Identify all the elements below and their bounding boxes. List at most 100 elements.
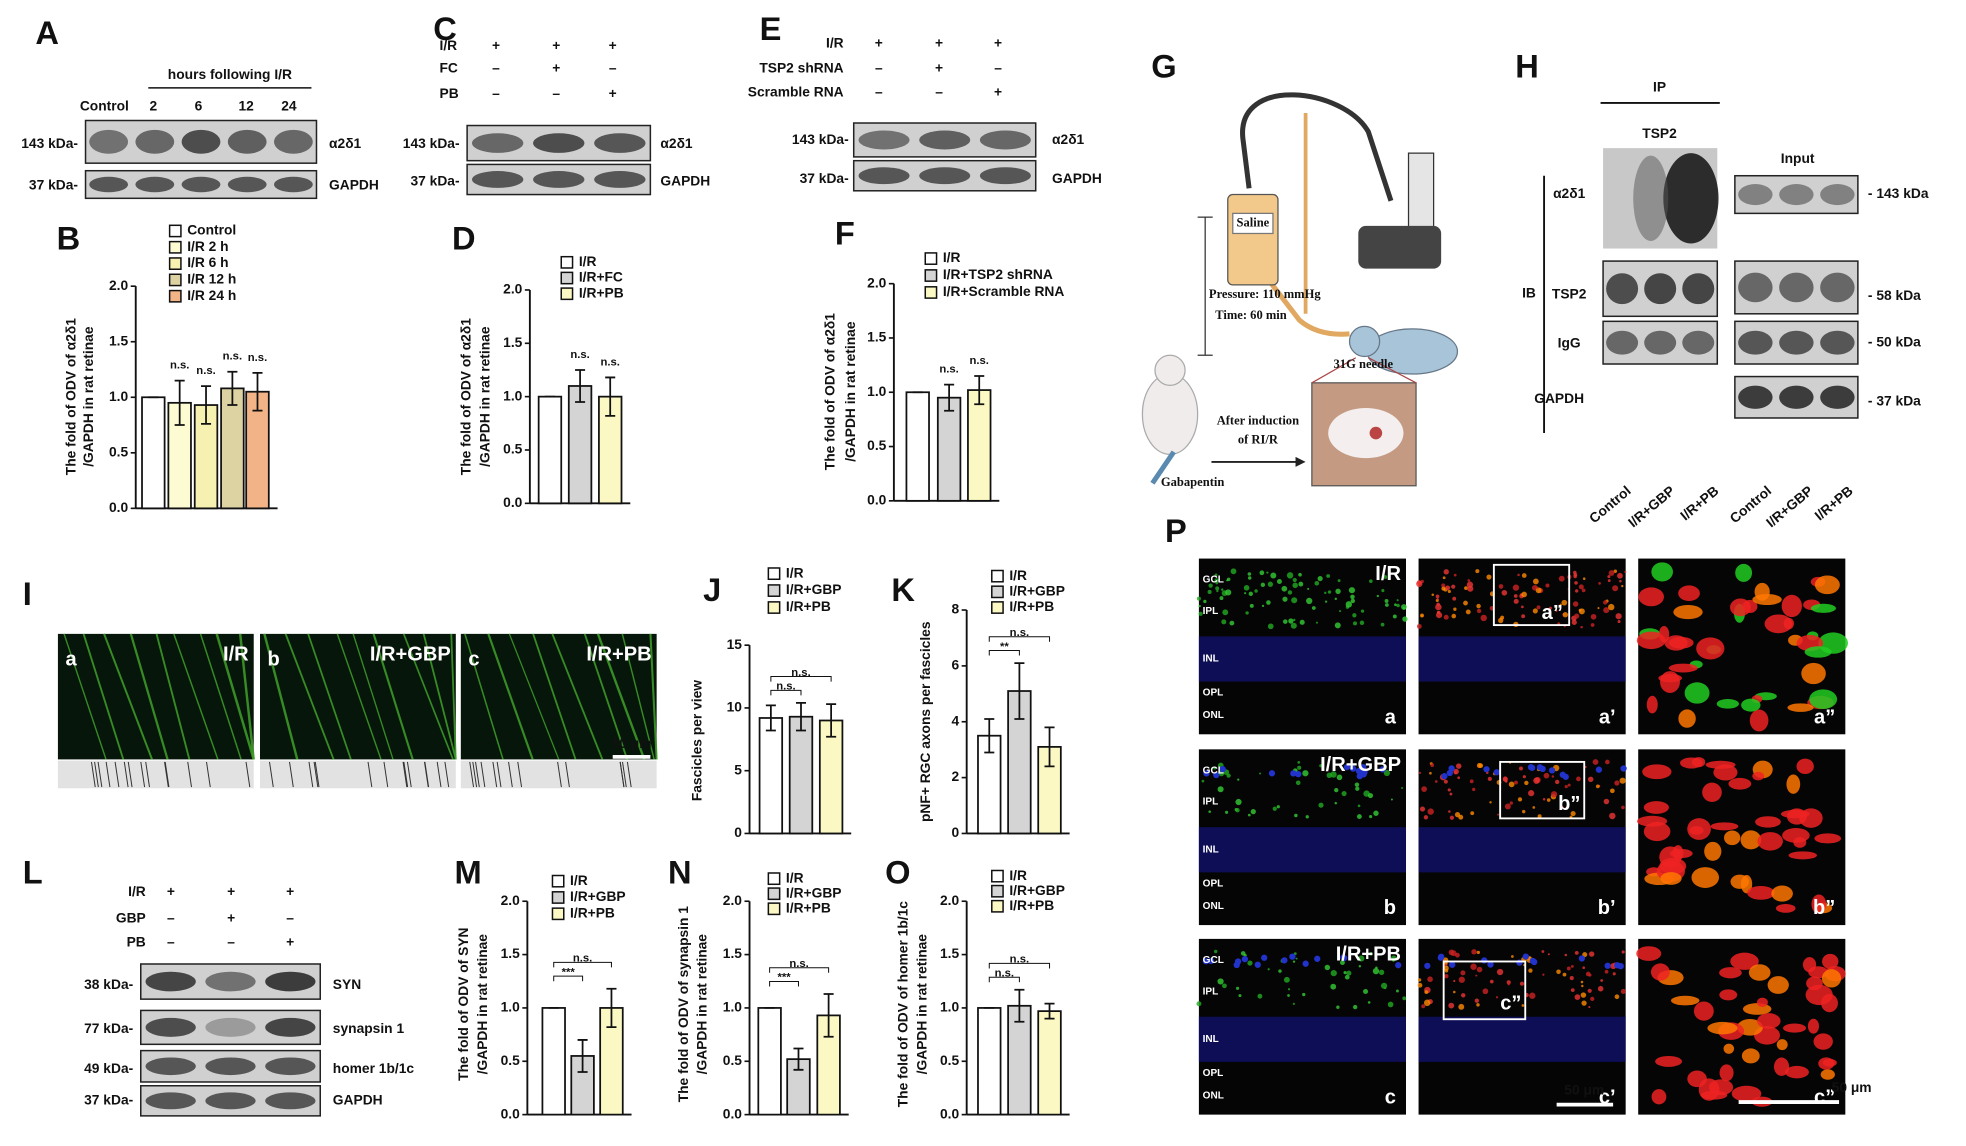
- y-axis-label: /GAPDH in rat retinae: [843, 321, 858, 462]
- speckle: [1561, 806, 1565, 810]
- legend-swatch: [168, 224, 182, 238]
- cell: [1704, 841, 1722, 861]
- significance-label: n.s.: [170, 360, 189, 372]
- legend-swatch: [767, 601, 781, 614]
- speckle: [1497, 813, 1500, 816]
- significance-label: n.s.: [1010, 627, 1029, 639]
- legend-label: I/R+TSP2 shRNA: [943, 267, 1053, 282]
- y-tick-label: 0.0: [867, 492, 887, 507]
- y-tick-label: 2.0: [940, 893, 960, 908]
- speckle: [1343, 970, 1347, 975]
- cell: [1643, 821, 1671, 842]
- marker-label: - 143 kDa: [1868, 186, 1929, 201]
- speckle: [1435, 612, 1443, 619]
- legend-label: I/R+PB: [786, 599, 831, 614]
- speckle: [1330, 771, 1337, 778]
- cell: [1670, 995, 1700, 1006]
- speckle: [1578, 584, 1584, 590]
- speckle: [1324, 600, 1328, 603]
- axon: [487, 633, 534, 760]
- speckle: [1608, 603, 1615, 611]
- speckle: [1339, 610, 1342, 613]
- speckle: [1341, 790, 1347, 797]
- speckle: [1390, 798, 1393, 801]
- arrowhead: [1295, 456, 1306, 467]
- speckle: [1287, 590, 1293, 595]
- speckle: [1581, 984, 1584, 988]
- tube: [1240, 92, 1394, 202]
- speckle: [1588, 973, 1592, 977]
- legend-swatch: [991, 884, 1004, 898]
- speckle: [1266, 571, 1269, 574]
- legend-label: I/R 12 h: [187, 272, 236, 287]
- speckle: [1495, 996, 1499, 999]
- group-label: I/R+PB: [1336, 944, 1401, 966]
- bar: [905, 391, 930, 502]
- nucleus: [1437, 954, 1444, 961]
- sign: –: [167, 934, 175, 949]
- speckle: [1496, 968, 1504, 976]
- cell: [1660, 671, 1680, 693]
- sign: –: [875, 85, 883, 100]
- speckle: [1546, 798, 1551, 802]
- speckle: [1356, 814, 1362, 819]
- zoom-label: a”: [1542, 602, 1563, 624]
- cell: [1642, 764, 1672, 780]
- legend-swatch: [551, 891, 565, 904]
- speckle: [1617, 620, 1621, 624]
- speckle: [1381, 589, 1385, 593]
- speckle: [1215, 586, 1220, 591]
- lane-label: I/R+GBP: [1625, 483, 1677, 530]
- blot-band: [265, 971, 316, 992]
- speckle: [1294, 813, 1298, 818]
- marker-label: 37 kDa-: [800, 171, 849, 186]
- lane-label: 2: [149, 98, 157, 113]
- cell: [1775, 904, 1796, 913]
- strip: [57, 760, 254, 789]
- blot-band: [1820, 330, 1855, 355]
- speckle: [1336, 1005, 1340, 1009]
- speckle: [1574, 581, 1578, 585]
- sign: –: [935, 85, 943, 100]
- speckle: [1448, 810, 1451, 813]
- y-tick-label: 2.0: [503, 282, 523, 297]
- sign: +: [286, 934, 294, 949]
- speckle: [1545, 583, 1550, 588]
- label: of RI/R: [1238, 432, 1279, 446]
- protein-label: synapsin 1: [333, 1021, 405, 1036]
- blot-band: [919, 167, 971, 185]
- strip-line: [406, 761, 412, 788]
- speckle: [1582, 577, 1586, 580]
- speckle: [1578, 608, 1585, 615]
- speckle: [1600, 979, 1604, 982]
- speckle: [1326, 574, 1331, 578]
- axon: [649, 633, 658, 760]
- sign: +: [552, 38, 560, 53]
- syringe: [1150, 450, 1176, 485]
- nucleus: [1548, 767, 1556, 774]
- bar: [220, 387, 245, 510]
- cell: [1723, 1043, 1735, 1054]
- y-axis-label: /GAPDH in rat retinae: [478, 326, 493, 467]
- strip-line: [123, 761, 129, 788]
- speckle: [1588, 1005, 1591, 1009]
- cell: [1735, 563, 1753, 582]
- blot-band: [1682, 330, 1715, 355]
- nucleus: [1441, 773, 1448, 780]
- speckle: [1521, 809, 1526, 814]
- blot-band: [1820, 385, 1855, 409]
- condition-label: PB: [127, 934, 146, 949]
- sign: –: [552, 86, 560, 101]
- condition-label: GBP: [116, 910, 146, 925]
- cell: [1636, 946, 1662, 961]
- speckle: [1588, 951, 1595, 957]
- row-label: IgG: [1558, 336, 1581, 351]
- stain-label: pNF: [69, 606, 108, 628]
- blot-band: [135, 176, 175, 193]
- condition-label: I/R: [439, 38, 457, 53]
- protein-label: SYN: [333, 977, 361, 992]
- cell: [1673, 604, 1703, 620]
- speckle: [1453, 768, 1459, 775]
- y-tick-label: 0.5: [503, 442, 523, 457]
- cell: [1747, 886, 1775, 900]
